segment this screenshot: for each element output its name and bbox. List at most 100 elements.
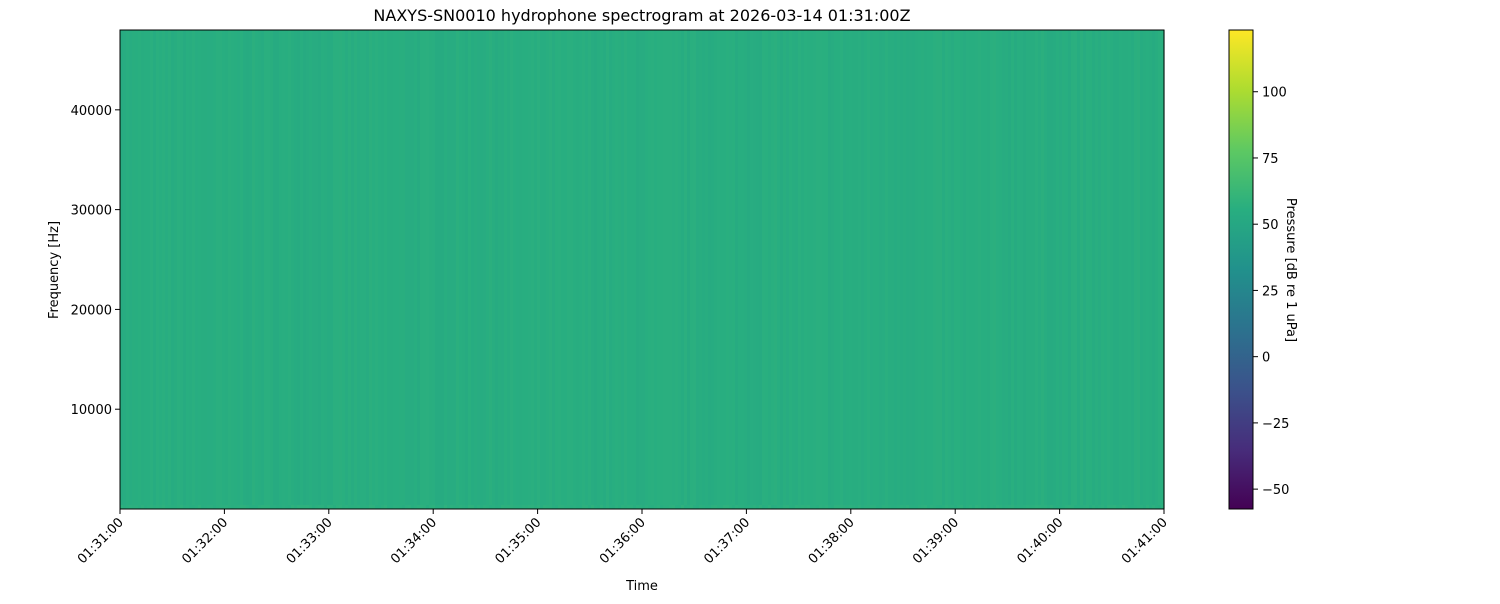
- spectrogram-cell: [684, 30, 688, 505]
- spectrogram-cell: [633, 505, 637, 509]
- spectrogram-cell: [312, 505, 316, 509]
- spectrogram-cell: [126, 505, 130, 509]
- spectrogram-cell: [1047, 505, 1051, 509]
- spectrogram-cell: [507, 30, 511, 505]
- spectrogram-cell: [531, 30, 535, 505]
- spectrogram-cell: [1038, 505, 1042, 509]
- spectrogram-cell: [1161, 505, 1165, 509]
- spectrogram-cell: [456, 505, 460, 509]
- spectrogram-cell: [1152, 505, 1156, 509]
- spectrogram-cell: [426, 505, 430, 509]
- spectrogram-cell: [873, 30, 877, 505]
- spectrogram-cell: [153, 30, 157, 505]
- spectrogram-cell: [210, 505, 214, 509]
- spectrogram-cell: [753, 505, 757, 509]
- spectrogram-cell: [933, 505, 937, 509]
- spectrogram-cell: [1104, 30, 1108, 505]
- spectrogram-cell: [1134, 30, 1138, 505]
- spectrogram-cell: [567, 505, 571, 509]
- spectrogram-cell: [654, 505, 658, 509]
- spectrogram-cell: [741, 505, 745, 509]
- spectrogram-cell: [162, 30, 166, 505]
- spectrogram-cell: [1035, 30, 1039, 505]
- spectrogram-cell: [945, 30, 949, 505]
- spectrogram-cell: [303, 505, 307, 509]
- spectrogram-cell: [1011, 505, 1015, 509]
- spectrogram-cell: [318, 30, 322, 505]
- spectrogram-cell: [231, 30, 235, 505]
- spectrogram-cell: [552, 30, 556, 505]
- spectrogram-cell: [825, 30, 829, 505]
- spectrogram-cell: [270, 505, 274, 509]
- spectrogram-cell: [1107, 30, 1111, 505]
- spectrogram-cell: [483, 505, 487, 509]
- spectrogram-cell: [513, 30, 517, 505]
- spectrogram-cell: [333, 30, 337, 505]
- spectrogram-cell: [696, 505, 700, 509]
- spectrogram-cell: [657, 505, 661, 509]
- spectrogram-cell: [1101, 30, 1105, 505]
- spectrogram-cell: [651, 505, 655, 509]
- spectrogram-cell: [789, 30, 793, 505]
- spectrogram-cell: [963, 30, 967, 505]
- spectrogram-cell: [693, 505, 697, 509]
- spectrogram-cell: [225, 30, 229, 505]
- spectrogram-cell: [960, 30, 964, 505]
- spectrogram-cell: [381, 505, 385, 509]
- spectrogram-cell: [339, 505, 343, 509]
- spectrogram-cell: [534, 505, 538, 509]
- spectrogram-cell: [780, 30, 784, 505]
- spectrogram-cell: [822, 30, 826, 505]
- spectrogram-cell: [1083, 30, 1087, 505]
- spectrogram-cell: [756, 30, 760, 505]
- spectrogram-cell: [159, 505, 163, 509]
- spectrogram-cell: [942, 30, 946, 505]
- chart-title: NAXYS-SN0010 hydrophone spectrogram at 2…: [373, 6, 910, 25]
- y-axis: 10000 20000 30000 40000: [71, 104, 120, 418]
- spectrogram-cell: [252, 505, 256, 509]
- spectrogram-cell: [930, 30, 934, 505]
- spectrogram-cell: [996, 30, 1000, 505]
- spectrogram-cell: [411, 505, 415, 509]
- spectrogram-cell: [591, 505, 595, 509]
- spectrogram-cell: [516, 505, 520, 509]
- spectrogram-cell: [708, 30, 712, 505]
- spectrogram-cell: [246, 30, 250, 505]
- spectrogram-cell: [951, 30, 955, 505]
- spectrogram-cell: [480, 505, 484, 509]
- spectrogram-cell: [1134, 505, 1138, 509]
- colorbar-tick-label: −25: [1262, 417, 1289, 432]
- spectrogram-cell: [966, 30, 970, 505]
- spectrogram-cell: [522, 30, 526, 505]
- spectrogram-cell: [903, 30, 907, 505]
- spectrogram-cell: [492, 505, 496, 509]
- spectrogram-cell: [765, 30, 769, 505]
- spectrogram-cell: [1068, 30, 1072, 505]
- spectrogram-cell: [909, 30, 913, 505]
- spectrogram-cell: [1137, 30, 1141, 505]
- spectrogram-cell: [228, 30, 232, 505]
- spectrogram-cell: [177, 505, 181, 509]
- spectrogram-cell: [318, 505, 322, 509]
- spectrogram-cell: [618, 505, 622, 509]
- spectrogram-cell: [1155, 30, 1159, 505]
- spectrogram-cell: [876, 505, 880, 509]
- spectrogram-cell: [723, 30, 727, 505]
- spectrogram-cell: [120, 30, 124, 505]
- spectrogram-cell: [1047, 30, 1051, 505]
- spectrogram-cell: [843, 505, 847, 509]
- spectrogram-cell: [747, 505, 751, 509]
- spectrogram-cell: [873, 505, 877, 509]
- spectrogram-cell: [915, 30, 919, 505]
- spectrogram-cell: [975, 30, 979, 505]
- spectrogram-cell: [717, 505, 721, 509]
- spectrogram-cell: [954, 30, 958, 505]
- spectrogram-cell: [936, 505, 940, 509]
- spectrogram-cell: [714, 30, 718, 505]
- x-axis: 01:31:00 01:32:00 01:33:00 01:34:00 01:35:00…: [75, 509, 1171, 567]
- spectrogram-cell: [228, 505, 232, 509]
- spectrogram-cell: [888, 505, 892, 509]
- spectrogram-cell: [894, 30, 898, 505]
- spectrogram-cell: [609, 505, 613, 509]
- spectrogram-cell: [834, 30, 838, 505]
